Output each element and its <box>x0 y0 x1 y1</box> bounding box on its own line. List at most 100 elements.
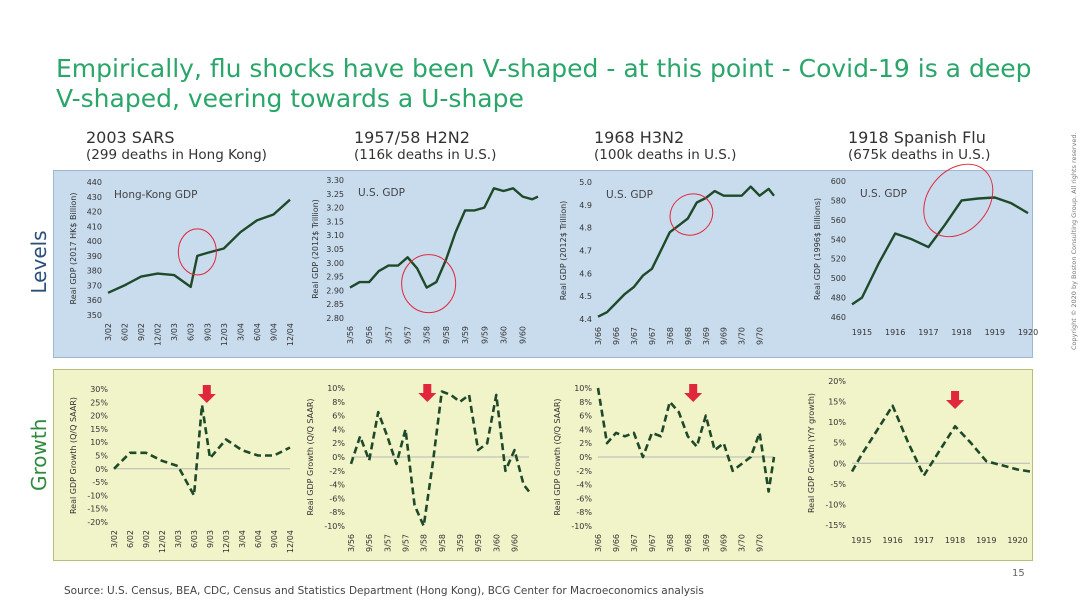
y-tick-label: 500 <box>831 274 846 283</box>
x-tick-label: 1916 <box>885 328 905 337</box>
y-tick-label: 480 <box>831 294 846 303</box>
y-tick-label: 3.15 <box>326 217 344 226</box>
y-tick-label: -10% <box>825 500 846 509</box>
x-tick-label: 1918 <box>945 536 965 545</box>
chart-panel-4: 460 480 500 520 540 560 580 600 Real GDP (1996$ … <box>813 163 1038 337</box>
column-subtitle: (100k deaths in U.S.) <box>594 147 737 163</box>
x-tick-label: 9/04 <box>269 323 278 341</box>
y-tick-label: -2% <box>576 467 592 476</box>
y-tick-label: 4.9 <box>579 201 592 210</box>
x-tick-label: 3/04 <box>238 530 247 548</box>
column-subtitle: (675k deaths in U.S.) <box>848 147 991 163</box>
x-tick-label: 9/69 <box>720 327 729 345</box>
growth-band <box>53 369 1033 561</box>
y-tick-label: -6% <box>576 494 592 503</box>
x-tick-label: 3/70 <box>738 327 747 345</box>
x-tick-label: 9/69 <box>720 534 729 552</box>
x-tick-label: 3/56 <box>346 326 355 344</box>
column-title: 2003 SARS <box>86 128 175 147</box>
y-tick-label: 3.05 <box>326 245 344 254</box>
x-tick-label: 3/67 <box>630 327 639 345</box>
y-tick-label: 5.0 <box>579 178 592 187</box>
x-tick-label: 9/02 <box>142 530 151 548</box>
y-tick-label: 4% <box>579 425 592 434</box>
y-tick-label: 2.85 <box>326 300 344 309</box>
column-title: 1957/58 H2N2 <box>354 128 470 147</box>
y-tick-label: 25% <box>90 398 108 407</box>
x-tick-label: 3/68 <box>666 534 675 552</box>
panel-label: U.S. GDP <box>606 189 653 201</box>
column-title: 1918 Spanish Flu <box>848 128 986 147</box>
y-tick-label: 460 <box>831 313 846 322</box>
x-tick-label: 3/59 <box>461 326 470 344</box>
y-tick-label: 4.7 <box>579 247 592 256</box>
x-tick-label: 3/66 <box>594 327 603 345</box>
x-tick-label: 9/70 <box>756 327 765 345</box>
y-tick-label: -4% <box>329 481 345 490</box>
x-tick-label: 3/58 <box>420 534 429 552</box>
chart-panel-7: -10% -8% -6% -4% -2% 0% 2% 4% 6% 8% 10% Real GDP Gr… <box>553 384 776 552</box>
y-axis-label: Real GDP (2017 HK$ Billion) <box>69 193 78 305</box>
x-tick-label: 9/56 <box>365 326 374 344</box>
y-tick-label: -10% <box>87 491 108 500</box>
y-tick-label: 3.25 <box>326 190 344 199</box>
y-tick-label: 10% <box>828 418 846 427</box>
down-arrow-icon <box>684 384 703 402</box>
x-tick-label: 1917 <box>914 536 934 545</box>
y-axis-label: Real GDP (1996$ Billions) <box>813 198 822 300</box>
x-tick-label: 9/03 <box>206 530 215 548</box>
x-tick-label: 9/04 <box>270 530 279 548</box>
x-tick-label: 1920 <box>1007 536 1027 545</box>
x-tick-label: 6/04 <box>254 530 263 548</box>
x-tick-label: 3/58 <box>423 326 432 344</box>
y-tick-label: 20% <box>828 377 846 386</box>
x-tick-label: 3/70 <box>738 534 747 552</box>
panel-label: U.S. GDP <box>860 188 907 200</box>
y-tick-label: 3.30 <box>326 176 344 185</box>
y-tick-label: 520 <box>831 255 846 264</box>
series-line <box>851 196 1029 306</box>
series-line <box>349 390 531 528</box>
y-axis-label: Real GDP Growth (Q/Q SAAR) <box>553 398 562 515</box>
y-tick-label: 370 <box>87 281 102 290</box>
y-tick-label: 0% <box>95 465 108 474</box>
series-line <box>107 198 291 294</box>
down-arrow-icon <box>418 384 437 402</box>
y-tick-label: 8% <box>332 398 345 407</box>
x-tick-label: 12/03 <box>220 323 229 346</box>
y-tick-label: 6% <box>579 412 592 421</box>
chart-panel-2: 2.80 2.85 2.90 2.95 3.00 3.05 3.10 3.15 3.20 3.25… <box>311 176 539 344</box>
down-arrow-icon <box>197 385 216 403</box>
x-tick-label: 9/58 <box>438 534 447 552</box>
x-tick-label: 1915 <box>852 328 872 337</box>
x-tick-label: 1915 <box>851 536 871 545</box>
x-tick-label: 6/03 <box>190 530 199 548</box>
x-tick-label: 9/70 <box>756 534 765 552</box>
y-axis-label: Real GDP (2012$ Trillion) <box>311 199 320 299</box>
y-tick-label: 400 <box>87 237 102 246</box>
series-line <box>349 187 539 289</box>
column-heading-h2n2: 1957/58 H2N2 (116k deaths in U.S.) <box>354 128 496 164</box>
series-line <box>596 387 776 493</box>
x-tick-label: 9/66 <box>612 327 621 345</box>
column-heading-spanish-flu: 1918 Spanish Flu (675k deaths in U.S.) <box>848 128 990 164</box>
y-tick-label: 0% <box>579 453 592 462</box>
x-tick-label: 9/60 <box>519 326 528 344</box>
series-line <box>597 185 775 318</box>
x-tick-label: 3/59 <box>456 534 465 552</box>
x-tick-label: 3/02 <box>104 323 113 341</box>
y-tick-label: 3.00 <box>326 259 344 268</box>
y-tick-label: -15% <box>87 505 108 514</box>
levels-band <box>53 170 1033 358</box>
y-tick-label: 390 <box>87 252 102 261</box>
y-tick-label: 430 <box>87 193 102 202</box>
x-tick-label: 9/67 <box>648 327 657 345</box>
x-tick-label: 12/03 <box>222 530 231 553</box>
series-line <box>113 403 291 497</box>
x-tick-label: 9/68 <box>684 327 693 345</box>
chart-panel-5: -20% -15% -10% -5% 0% 5% 10% 15% 20% 25% 30% Real G… <box>69 385 295 553</box>
y-tick-label: 10% <box>327 384 345 393</box>
y-tick-label: 2% <box>332 439 345 448</box>
y-tick-label: 5% <box>833 439 846 448</box>
x-tick-label: 3/57 <box>383 534 392 552</box>
